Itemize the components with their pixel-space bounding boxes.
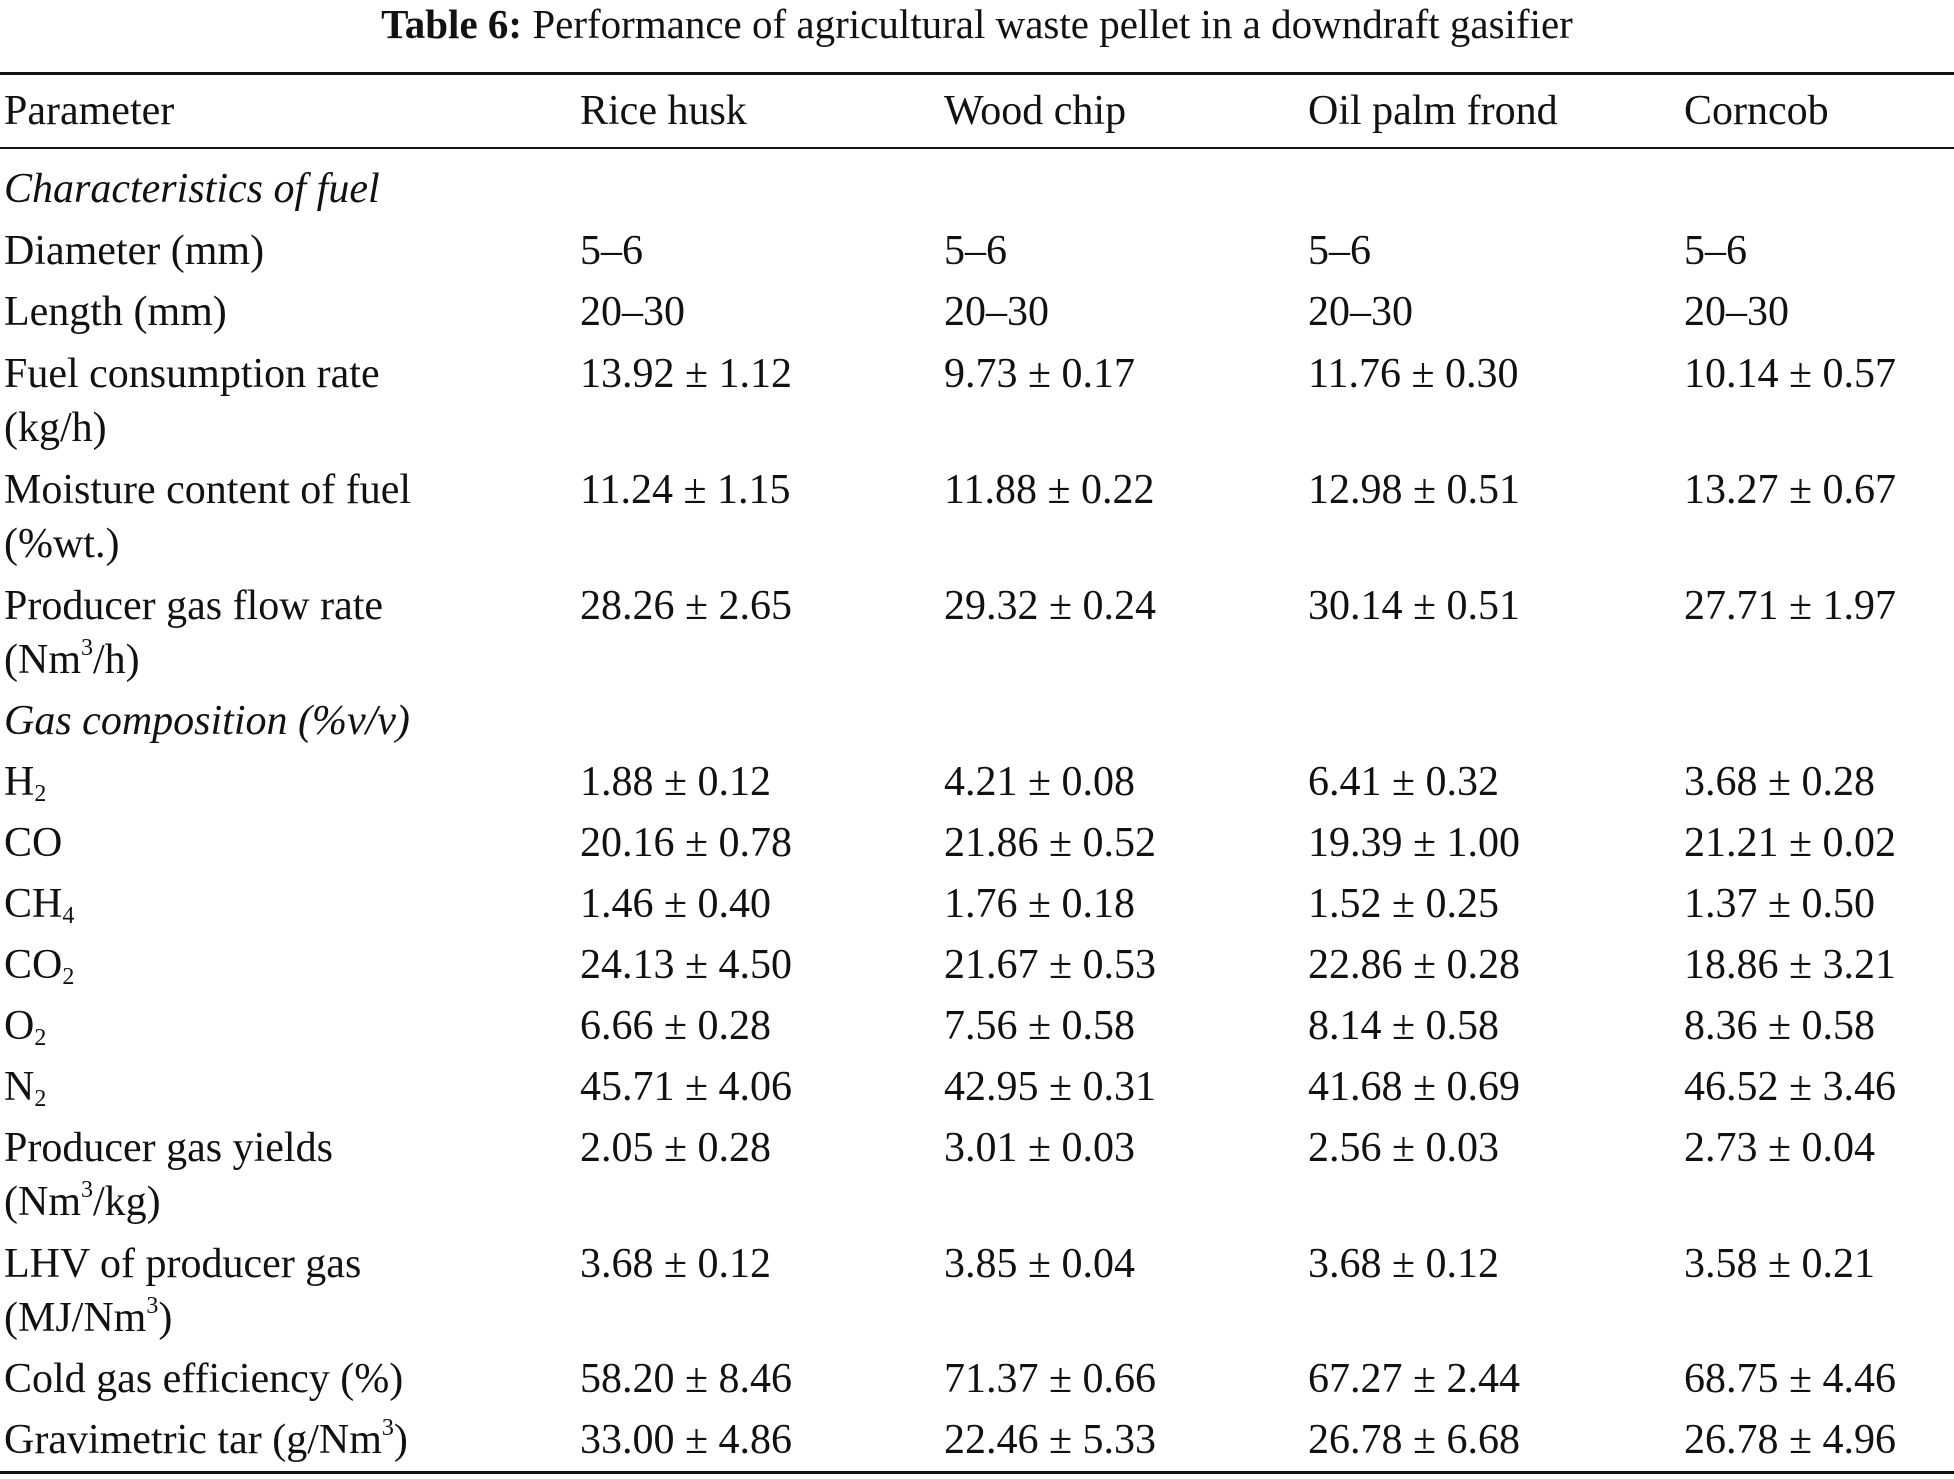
row-label: N2 (4, 1064, 47, 1112)
cell-corncob: 18.86 ± 3.21 (1684, 942, 1897, 988)
cell-corncob: 2.73 ± 0.04 (1684, 1125, 1876, 1171)
table-label: Table 6: (381, 1, 523, 47)
cell-oil-palm-frond: 26.78 ± 6.68 (1308, 1417, 1521, 1463)
cell-rice-husk: 28.26 ± 2.65 (580, 583, 793, 629)
cell-corncob: 26.78 ± 4.96 (1684, 1417, 1897, 1463)
header-corncob: Corncob (1684, 88, 1829, 134)
cell-corncob: 20–30 (1684, 289, 1789, 335)
cell-corncob: 21.21 ± 0.02 (1684, 820, 1897, 866)
cell-oil-palm-frond: 19.39 ± 1.00 (1308, 820, 1521, 866)
cell-rice-husk: 33.00 ± 4.86 (580, 1417, 793, 1463)
cell-oil-palm-frond: 67.27 ± 2.44 (1308, 1356, 1521, 1402)
cell-wood-chip: 71.37 ± 0.66 (944, 1356, 1157, 1402)
cell-rice-husk: 58.20 ± 8.46 (580, 1356, 793, 1402)
cell-corncob: 3.58 ± 0.21 (1684, 1241, 1876, 1287)
cell-corncob: 46.52 ± 3.46 (1684, 1064, 1897, 1110)
cell-corncob: 3.68 ± 0.28 (1684, 759, 1876, 805)
cell-rice-husk: 24.13 ± 4.50 (580, 942, 793, 988)
cell-wood-chip: 42.95 ± 0.31 (944, 1064, 1157, 1110)
section-title: Characteristics of fuel (4, 166, 380, 212)
header-oil-palm-frond: Oil palm frond (1308, 88, 1558, 134)
cell-rice-husk: 1.88 ± 0.12 (580, 759, 772, 805)
row-label-unit: (Nm3/kg) (4, 1177, 161, 1225)
cell-oil-palm-frond: 11.76 ± 0.30 (1308, 351, 1519, 397)
row-label-unit: (%wt.) (4, 521, 120, 567)
cell-corncob: 1.37 ± 0.50 (1684, 881, 1876, 927)
row-label: CO (4, 820, 63, 866)
cell-wood-chip: 20–30 (944, 289, 1049, 335)
cell-rice-husk: 20–30 (580, 289, 685, 335)
row-label: Moisture content of fuel (4, 467, 412, 513)
header-wood-chip: Wood chip (944, 88, 1127, 134)
cell-wood-chip: 21.67 ± 0.53 (944, 942, 1157, 988)
cell-oil-palm-frond: 5–6 (1308, 228, 1371, 274)
cell-wood-chip: 3.01 ± 0.03 (944, 1125, 1136, 1171)
cell-wood-chip: 22.46 ± 5.33 (944, 1417, 1157, 1463)
row-label: Diameter (mm) (4, 228, 265, 274)
row-label: CH4 (4, 881, 75, 929)
row-label: O2 (4, 1003, 47, 1051)
bottom-rule (0, 1471, 1954, 1474)
header-parameter: Parameter (4, 88, 175, 134)
cell-wood-chip: 4.21 ± 0.08 (944, 759, 1136, 805)
cell-rice-husk: 45.71 ± 4.06 (580, 1064, 793, 1110)
row-label: CO2 (4, 942, 75, 990)
row-label-unit: (MJ/Nm3) (4, 1293, 173, 1341)
cell-wood-chip: 21.86 ± 0.52 (944, 820, 1157, 866)
row-label: Cold gas efficiency (%) (4, 1356, 404, 1402)
row-label: H2 (4, 759, 47, 807)
cell-oil-palm-frond: 30.14 ± 0.51 (1308, 583, 1521, 629)
row-label: Length (mm) (4, 289, 227, 335)
row-label: Fuel consumption rate (4, 351, 380, 397)
cell-oil-palm-frond: 12.98 ± 0.51 (1308, 467, 1521, 513)
header-rice-husk: Rice husk (580, 88, 747, 134)
cell-corncob: 27.71 ± 1.97 (1684, 583, 1897, 629)
cell-rice-husk: 3.68 ± 0.12 (580, 1241, 772, 1287)
header-rule (0, 147, 1954, 149)
cell-corncob: 13.27 ± 0.67 (1684, 467, 1897, 513)
cell-oil-palm-frond: 22.86 ± 0.28 (1308, 942, 1521, 988)
cell-rice-husk: 20.16 ± 0.78 (580, 820, 793, 866)
cell-wood-chip: 1.76 ± 0.18 (944, 881, 1136, 927)
cell-wood-chip: 9.73 ± 0.17 (944, 351, 1136, 397)
cell-corncob: 10.14 ± 0.57 (1684, 351, 1897, 397)
table-caption: Table 6: Performance of agricultural was… (0, 0, 1954, 48)
section-title: Gas composition (%v/v) (4, 698, 410, 744)
cell-oil-palm-frond: 3.68 ± 0.12 (1308, 1241, 1500, 1287)
cell-corncob: 5–6 (1684, 228, 1747, 274)
cell-wood-chip: 3.85 ± 0.04 (944, 1241, 1136, 1287)
cell-oil-palm-frond: 6.41 ± 0.32 (1308, 759, 1500, 805)
cell-rice-husk: 6.66 ± 0.28 (580, 1003, 772, 1049)
cell-rice-husk: 13.92 ± 1.12 (580, 351, 793, 397)
cell-wood-chip: 5–6 (944, 228, 1007, 274)
row-label: Producer gas yields (4, 1125, 333, 1171)
row-label-unit: (Nm3/h) (4, 635, 140, 683)
row-label: Producer gas flow rate (4, 583, 384, 629)
cell-oil-palm-frond: 20–30 (1308, 289, 1413, 335)
cell-rice-husk: 2.05 ± 0.28 (580, 1125, 772, 1171)
cell-wood-chip: 11.88 ± 0.22 (944, 467, 1155, 513)
cell-oil-palm-frond: 1.52 ± 0.25 (1308, 881, 1500, 927)
top-rule (0, 72, 1954, 75)
cell-wood-chip: 29.32 ± 0.24 (944, 583, 1157, 629)
cell-oil-palm-frond: 8.14 ± 0.58 (1308, 1003, 1500, 1049)
cell-rice-husk: 5–6 (580, 228, 643, 274)
cell-wood-chip: 7.56 ± 0.58 (944, 1003, 1136, 1049)
row-label-unit: (kg/h) (4, 405, 107, 451)
cell-rice-husk: 1.46 ± 0.40 (580, 881, 772, 927)
table-title: Performance of agricultural waste pellet… (532, 1, 1573, 47)
cell-corncob: 68.75 ± 4.46 (1684, 1356, 1897, 1402)
cell-corncob: 8.36 ± 0.58 (1684, 1003, 1876, 1049)
cell-oil-palm-frond: 2.56 ± 0.03 (1308, 1125, 1500, 1171)
cell-rice-husk: 11.24 ± 1.15 (580, 467, 791, 513)
row-label: LHV of producer gas (4, 1241, 362, 1287)
cell-oil-palm-frond: 41.68 ± 0.69 (1308, 1064, 1521, 1110)
row-label: Gravimetric tar (g/Nm3) (4, 1415, 408, 1463)
